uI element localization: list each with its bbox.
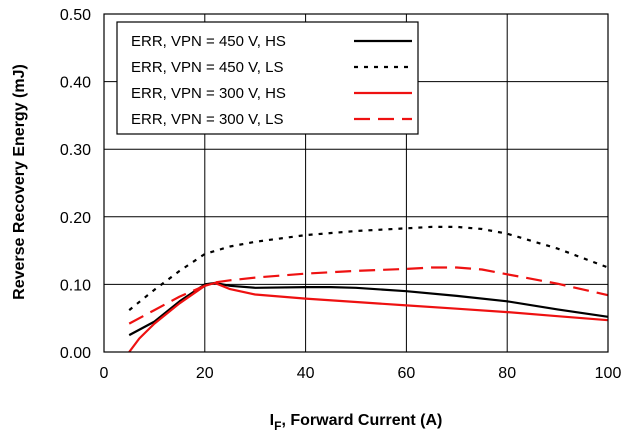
y-tick-label: 0.50 <box>60 7 91 24</box>
legend-label-4: ERR, VPN = 300 V, LS <box>131 111 283 128</box>
x-axis-title-main: I <box>270 412 274 429</box>
series-layer <box>128 225 609 353</box>
x-axis-title-subscript: F <box>274 419 281 433</box>
x-tick-label: 20 <box>196 365 214 382</box>
legend-label-2: ERR, VPN = 450 V, LS <box>131 59 283 76</box>
x-tick-label: 80 <box>498 365 516 382</box>
series-line-4 <box>128 266 609 325</box>
x-axis-title: IF, Forward Current (A) <box>270 412 443 433</box>
x-axis-title-rest: , Forward Current (A) <box>281 412 442 429</box>
x-tick-label: 0 <box>100 365 109 382</box>
series-line-1 <box>128 281 609 337</box>
plot-frame <box>103 13 609 353</box>
y-tick-label: 0.40 <box>60 75 91 92</box>
series-line-3 <box>128 281 609 353</box>
x-tick-label: 100 <box>595 365 622 382</box>
series-line-2 <box>128 225 609 311</box>
x-tick-label: 60 <box>398 365 416 382</box>
y-tick-label: 0.00 <box>60 345 91 362</box>
y-tick-label: 0.10 <box>60 277 91 294</box>
y-tick-label: 0.30 <box>60 142 91 159</box>
legend-label-1: ERR, VPN = 450 V, HS <box>131 33 286 50</box>
legend: ERR, VPN = 450 V, HS ERR, VPN = 450 V, LS… <box>116 21 419 135</box>
legend-label-3: ERR, VPN = 300 V, HS <box>131 85 286 102</box>
y-axis-title: Reverse Recovery Energy (mJ) <box>11 64 28 300</box>
y-tick-label: 0.20 <box>60 210 91 227</box>
tick-labels: 0 20 40 60 80 100 0.00 0.10 0.20 0.30 0.40 0.50 <box>60 7 622 382</box>
x-tick-label: 40 <box>297 365 315 382</box>
